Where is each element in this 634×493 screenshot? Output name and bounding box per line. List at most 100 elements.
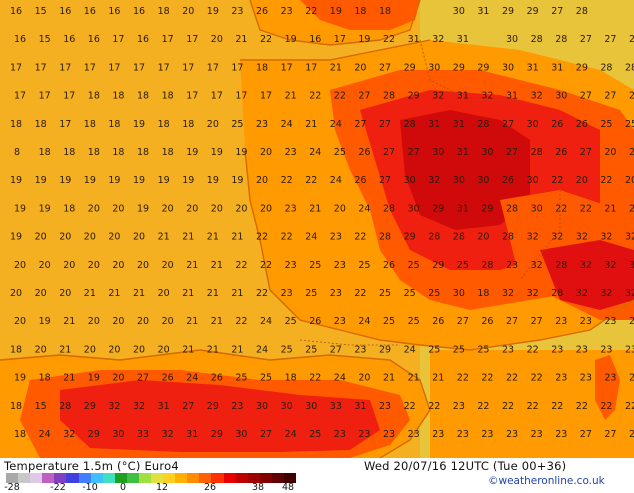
temperature-value: 29 [404, 232, 416, 243]
temperature-value: 27 [330, 344, 342, 355]
temperature-value: 22 [383, 34, 395, 45]
temperature-value: 22 [477, 401, 489, 412]
temperature-value: 18 [112, 91, 124, 102]
corsica-sardinia [595, 355, 620, 420]
temperature-value: 23 [285, 203, 297, 214]
temperature-value: 17 [14, 91, 26, 102]
temperature-value: 28 [453, 232, 465, 243]
temperature-value: 23 [379, 401, 391, 412]
temperature-value: 26 [211, 373, 223, 384]
temperature-value: 28 [502, 232, 514, 243]
temperature-value: 25 [285, 316, 297, 327]
temperature-value: 24 [404, 344, 416, 355]
temperature-value: 20 [182, 6, 194, 17]
temperature-value: 27 [506, 147, 518, 158]
temperature-value: 18 [285, 373, 297, 384]
temperature-value: 30 [506, 34, 518, 45]
temperature-value: 22 [625, 401, 634, 412]
temperature-value: 23 [580, 373, 592, 384]
temperature-value: 18 [182, 119, 194, 130]
temperature-value: 23 [285, 260, 297, 271]
temperature-value: 20 [59, 288, 71, 299]
scale-swatch [211, 473, 224, 483]
temperature-value: 28 [404, 119, 416, 130]
temperature-value: 27 [408, 147, 420, 158]
temperature-value: 22 [527, 401, 539, 412]
scale-swatch [199, 473, 212, 483]
temperature-value: 17 [305, 62, 317, 73]
temperature-value: 29 [527, 6, 539, 17]
temperature-value: 25 [235, 373, 247, 384]
temperature-value: 22 [527, 344, 539, 355]
temperature-value: 32 [600, 288, 612, 299]
temperature-value: 22 [404, 401, 416, 412]
color-scale [6, 473, 297, 483]
scale-swatch [42, 473, 55, 483]
temperature-value: 23 [334, 260, 346, 271]
temperature-value: 28 [531, 34, 543, 45]
temperature-value: 21 [235, 34, 247, 45]
temperature-value: 20 [88, 203, 100, 214]
temperature-value: 18 [162, 91, 174, 102]
temperature-value: 21 [383, 373, 395, 384]
scale-swatch [151, 473, 164, 483]
temperature-value: 28 [506, 203, 518, 214]
temperature-value: 30 [453, 6, 465, 17]
temperature-value: 28 [555, 34, 567, 45]
temperature-value: 33 [330, 401, 342, 412]
temperature-value: 21 [207, 344, 219, 355]
temperature-value: 19 [231, 175, 243, 186]
temperature-value: 28 [625, 62, 634, 73]
temperature-value: 18 [63, 147, 75, 158]
temperature-value: 24 [285, 429, 297, 440]
temperature-value: 21 [305, 119, 317, 130]
temperature-value: 24 [330, 175, 342, 186]
temperature-value: 32 [625, 288, 634, 299]
temperature-value: 18 [88, 91, 100, 102]
temperature-value: 29 [453, 62, 465, 73]
temperature-value: 15 [35, 6, 47, 17]
temperature-value: 19 [10, 232, 22, 243]
temperature-value: 27 [358, 91, 370, 102]
temperature-value: 16 [108, 6, 120, 17]
temperature-value: 21 [158, 232, 170, 243]
temperature-value: 27 [383, 147, 395, 158]
temperature-value: 19 [35, 175, 47, 186]
temperature-value: 23 [506, 260, 518, 271]
temperature-value: 20 [112, 203, 124, 214]
temperature-value: 32 [580, 260, 592, 271]
france-extreme [400, 110, 530, 230]
temperature-value: 28 [383, 203, 395, 214]
temperature-value: 21 [182, 344, 194, 355]
temperature-value: 30 [404, 175, 416, 186]
temperature-value: 16 [137, 34, 149, 45]
temperature-value: 22 [555, 203, 567, 214]
temperature-value: 24 [358, 203, 370, 214]
temperature-value: 19 [108, 175, 120, 186]
copyright-link[interactable]: ©weatheronline.co.uk [488, 475, 605, 487]
temperature-values: 16 15 16 16 16 16 18 20 19 23 26 23 22 19 18 18 30 31 29 29… [10, 6, 634, 440]
scale-swatch [114, 473, 128, 483]
temperature-value: 22 [305, 6, 317, 17]
temperature-value: 24 [330, 119, 342, 130]
temperature-value: 20 [207, 119, 219, 130]
temperature-value: 26 [551, 119, 563, 130]
temperature-value: 20 [112, 260, 124, 271]
temperature-value: 25 [600, 119, 612, 130]
temperature-value: 20 [604, 147, 616, 158]
temperature-value: 19 [137, 203, 149, 214]
temperature-value: 22 [502, 401, 514, 412]
temperature-value: 19 [285, 34, 297, 45]
temperature-value: 25 [305, 344, 317, 355]
temperature-value: 32 [527, 232, 539, 243]
temperature-value: 31 [158, 401, 170, 412]
temperature-value: 26 [383, 260, 395, 271]
temperature-value: 23 [555, 316, 567, 327]
scale-swatch [187, 473, 200, 483]
temperature-value: 18 [256, 62, 268, 73]
temperature-value: 27 [379, 62, 391, 73]
temperature-value: 32 [432, 34, 444, 45]
temperature-value: 17 [59, 62, 71, 73]
scale-swatch [90, 473, 104, 483]
temperature-value: 31 [477, 6, 489, 17]
